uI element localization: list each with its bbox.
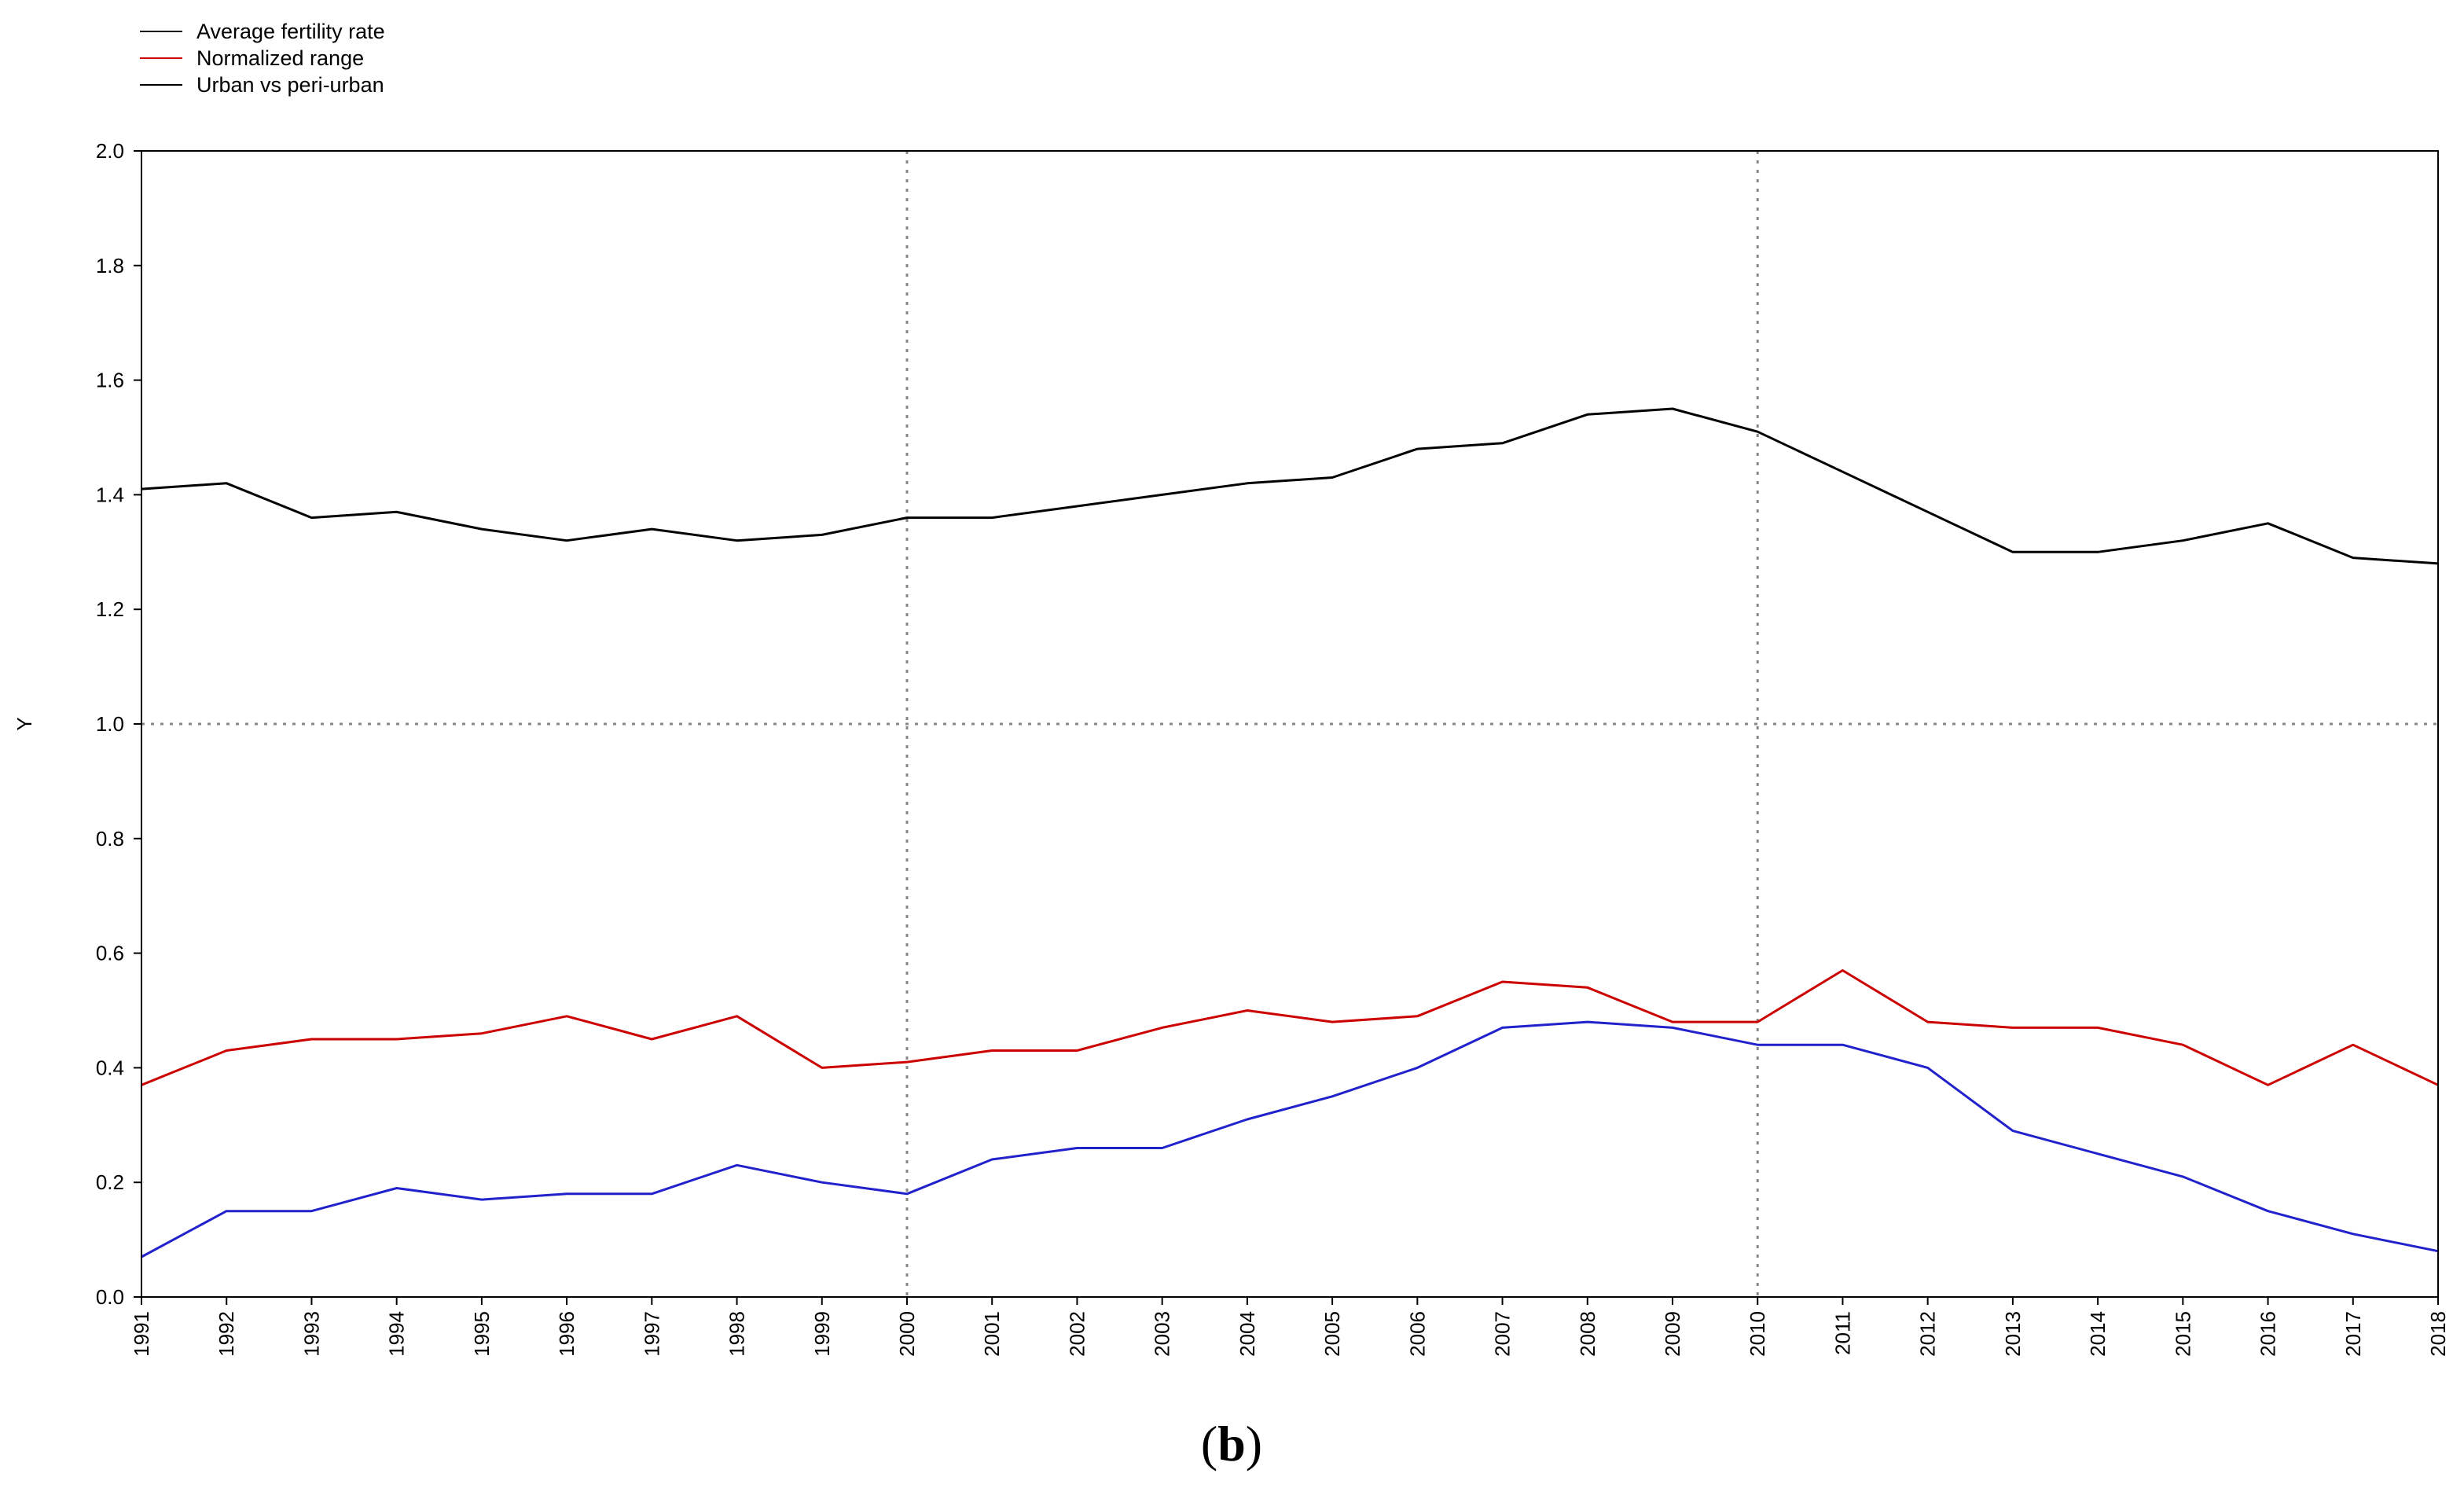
x-tick-label: 1993 xyxy=(299,1311,323,1357)
y-axis: 0.0 0.2 0.4 0.6 0.8 1.0 1.2 1.4 1.6 1.8 2.0 xyxy=(96,139,141,1309)
x-tick-label: 2017 xyxy=(2341,1311,2365,1357)
x-tick-label: 2007 xyxy=(1491,1311,1515,1357)
series-line-1 xyxy=(141,407,2439,565)
y-tick-label: 1.6 xyxy=(96,369,124,392)
x-axis: 1991 1992 1993 1994 1995 1996 1997 1998 1999 2000… xyxy=(130,1297,2450,1357)
plot-frame xyxy=(141,150,2439,1298)
legend-label-3: Urban vs peri-urban xyxy=(196,73,384,97)
x-tick-label: 1997 xyxy=(640,1311,663,1357)
y-axis-label: Y xyxy=(13,717,36,730)
y-tick-label: 0.0 xyxy=(96,1285,124,1309)
x-tick-label: 2000 xyxy=(895,1311,919,1357)
y-tick-label: 0.8 xyxy=(96,827,124,851)
x-tick-label: 2005 xyxy=(1320,1311,1344,1357)
x-tick-label: 2004 xyxy=(1236,1311,1259,1357)
x-tick-label: 1995 xyxy=(470,1311,494,1357)
x-tick-label: 2014 xyxy=(2086,1311,2110,1357)
x-tick-label: 2001 xyxy=(980,1311,1004,1357)
x-tick-label: 1992 xyxy=(215,1311,238,1357)
series-layer xyxy=(141,407,2439,1258)
x-tick-label: 2011 xyxy=(1831,1311,1854,1355)
y-tick-label: 2.0 xyxy=(96,139,124,163)
x-tick-label: 2006 xyxy=(1405,1311,1429,1357)
x-tick-label: 2002 xyxy=(1065,1311,1089,1357)
figure-caption: (b) xyxy=(1201,1416,1262,1471)
x-tick-label: 1991 xyxy=(130,1311,153,1357)
x-tick-label: 2016 xyxy=(2257,1311,2280,1357)
y-tick-label: 1.8 xyxy=(96,254,124,277)
x-tick-label: 2012 xyxy=(1916,1311,1940,1357)
x-tick-label: 1998 xyxy=(725,1311,749,1357)
x-tick-label: 1996 xyxy=(555,1311,578,1357)
x-tick-label: 1994 xyxy=(385,1311,409,1357)
x-tick-label: 2010 xyxy=(1746,1311,1769,1357)
reference-lines xyxy=(141,151,2438,1297)
x-tick-label: 2018 xyxy=(2426,1311,2450,1357)
legend: Average fertility rate Normalized range Ur… xyxy=(140,20,385,97)
x-tick-label: 2013 xyxy=(2001,1311,2025,1357)
y-tick-label: 1.4 xyxy=(96,483,124,506)
y-tick-label: 0.2 xyxy=(96,1170,124,1194)
y-tick-label: 1.0 xyxy=(96,712,124,736)
y-tick-label: 1.2 xyxy=(96,597,124,621)
x-tick-label: 2008 xyxy=(1576,1311,1599,1357)
x-tick-label: 2003 xyxy=(1151,1311,1174,1357)
y-tick-label: 0.4 xyxy=(96,1056,124,1079)
y-tick-label: 0.6 xyxy=(96,942,124,965)
legend-label-2: Normalized range xyxy=(196,46,364,70)
x-tick-label: 2015 xyxy=(2171,1311,2194,1357)
series-line-3 xyxy=(141,1020,2439,1258)
legend-label-1: Average fertility rate xyxy=(196,20,385,43)
series-line-2 xyxy=(141,969,2439,1086)
x-tick-label: 2009 xyxy=(1661,1311,1684,1357)
x-tick-label: 1999 xyxy=(810,1311,834,1357)
